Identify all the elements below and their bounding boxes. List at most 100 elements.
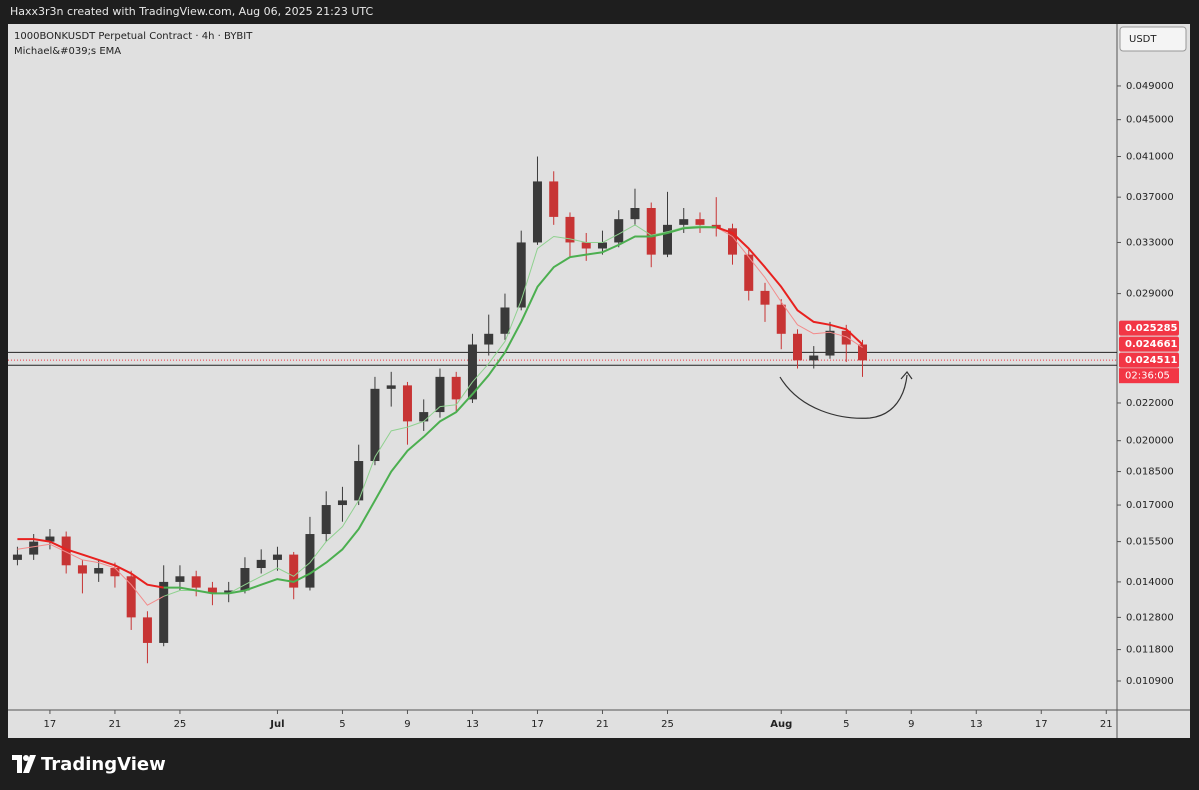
candle-body [516,242,526,308]
ema-price-label-box [1119,336,1179,352]
candle [159,565,169,647]
candle [695,212,705,233]
candle-body [776,304,786,334]
brand-name: TradingView [41,754,166,775]
candle-body [809,355,819,361]
x-tick-label: 21 [596,719,609,730]
last-price-label: 0.024511 [1125,355,1178,366]
candle-body [597,242,607,249]
x-tick-label: 21 [1100,719,1113,730]
candle-body [841,330,851,345]
y-tick-label: 0.017000 [1126,500,1174,511]
x-tick-label: 9 [908,719,914,730]
candle-body [711,224,721,229]
candle-body [305,534,315,588]
y-tick-label: 0.022000 [1126,398,1174,409]
candle-body [727,228,737,255]
candle [662,191,672,258]
candle [224,581,234,603]
y-tick-label: 0.049000 [1126,81,1174,92]
candle-body [354,461,364,501]
candle [256,549,266,574]
x-tick-label: Jul [269,719,284,730]
candle-body [760,290,770,305]
candle [77,559,87,594]
candle-body [402,385,412,422]
candle [630,188,640,225]
candle-body [500,307,510,334]
candle-body [858,344,868,361]
candle-body [744,254,754,291]
ema-price-label-box [1119,320,1179,336]
y-tick-label: 0.015500 [1126,537,1174,548]
y-tick-label: 0.011800 [1126,645,1174,656]
candle-body [370,388,380,462]
x-tick-label: 9 [404,719,410,730]
candle-body [175,576,185,582]
candle-body [142,617,152,643]
candle [549,171,559,225]
chart-panel [8,24,1190,738]
candle [289,551,299,600]
x-tick-label: Aug [770,719,792,730]
candle-body [61,536,71,566]
candle-body [29,541,39,555]
candle [110,562,120,588]
candle [451,371,461,413]
candle [744,249,754,301]
candle-body [630,208,640,220]
candle [565,212,575,258]
candle-body [435,376,445,413]
ema-price-label: 0.024661 [1125,339,1178,350]
candle-body [240,568,250,591]
candle-body [581,242,591,249]
x-tick-label: 13 [466,719,479,730]
candle-body [792,333,802,361]
annotation-curve [779,374,908,419]
ema-line [17,226,864,589]
candle-body [337,500,347,506]
x-tick-label: 5 [843,719,849,730]
candle [305,516,315,591]
candle [402,381,412,445]
candle [272,546,282,571]
candle-body [110,568,120,577]
candle [142,611,152,664]
candle-body [207,587,217,594]
candle [809,346,819,369]
candle [776,299,786,350]
candle-body [484,333,494,345]
countdown-box [1119,368,1179,384]
candle-body [94,568,104,574]
plot-area [8,156,1117,664]
candle-body [532,181,542,243]
y-tick-label: 0.033000 [1126,237,1174,248]
candle-body [646,208,656,255]
candle [175,565,185,591]
y-tick-label: 0.010900 [1126,676,1174,687]
x-tick-label: 25 [661,719,674,730]
attribution: Haxx3r3n created with TradingView.com, A… [10,5,373,18]
candle [858,339,868,377]
candle [370,376,380,466]
candle [516,230,526,311]
y-tick-label: 0.012800 [1126,612,1174,623]
candle [792,329,802,369]
candle-body [289,554,299,588]
candle-body [451,376,461,400]
candle-body [549,181,559,217]
candle [354,444,364,506]
candle-body [12,554,22,560]
candle [500,293,510,340]
candle [825,321,835,359]
ema-line [163,226,717,595]
currency-box[interactable] [1119,26,1187,52]
candle [467,333,477,403]
y-tick-label: 0.014000 [1126,577,1174,588]
candle-body [272,554,282,560]
candle [94,559,104,582]
candle [419,399,429,431]
y-tick-label: 0.041000 [1126,152,1174,163]
